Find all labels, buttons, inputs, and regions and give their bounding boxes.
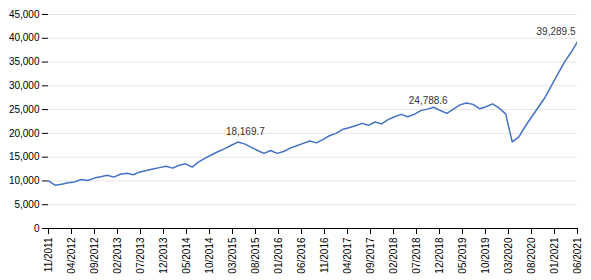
svg-text:40,000: 40,000 <box>9 32 40 43</box>
svg-text:08/2020: 08/2020 <box>526 237 537 274</box>
svg-text:02/2018: 02/2018 <box>388 237 399 274</box>
svg-text:05/2019: 05/2019 <box>457 237 468 274</box>
svg-text:5,000: 5,000 <box>14 199 39 210</box>
svg-text:15,000: 15,000 <box>9 151 40 162</box>
svg-text:0: 0 <box>34 223 40 234</box>
svg-text:09/2017: 09/2017 <box>365 237 376 274</box>
svg-text:02/2013: 02/2013 <box>112 237 123 274</box>
svg-text:10/2019: 10/2019 <box>480 237 491 274</box>
svg-text:01/2021: 01/2021 <box>549 237 560 274</box>
svg-text:07/2018: 07/2018 <box>411 237 422 274</box>
svg-text:12/2013: 12/2013 <box>158 237 169 274</box>
svg-text:01/2016: 01/2016 <box>273 237 284 274</box>
svg-text:11/2016: 11/2016 <box>319 237 330 273</box>
svg-text:25,000: 25,000 <box>9 104 40 115</box>
svg-text:30,000: 30,000 <box>9 80 40 91</box>
svg-text:06/2021: 06/2021 <box>572 237 583 274</box>
svg-text:09/2012: 09/2012 <box>89 237 100 274</box>
svg-text:12/2018: 12/2018 <box>434 237 445 274</box>
svg-text:45,000: 45,000 <box>9 9 40 20</box>
svg-text:08/2015: 08/2015 <box>250 237 261 274</box>
svg-text:35,000: 35,000 <box>9 56 40 67</box>
svg-text:24,788.6: 24,788.6 <box>409 95 448 106</box>
svg-text:04/2017: 04/2017 <box>342 237 353 274</box>
svg-text:10/2014: 10/2014 <box>204 237 215 274</box>
svg-text:06/2016: 06/2016 <box>296 237 307 274</box>
svg-text:18,169.7: 18,169.7 <box>226 126 265 137</box>
svg-text:11/2011: 11/2011 <box>43 237 54 272</box>
svg-text:04/2012: 04/2012 <box>66 237 77 274</box>
svg-text:10,000: 10,000 <box>9 175 40 186</box>
svg-text:20,000: 20,000 <box>9 128 40 139</box>
svg-text:07/2013: 07/2013 <box>135 237 146 274</box>
svg-text:03/2015: 03/2015 <box>227 237 238 274</box>
svg-text:03/2020: 03/2020 <box>503 237 514 274</box>
svg-text:05/2014: 05/2014 <box>181 237 192 274</box>
svg-text:39,289.5: 39,289.5 <box>537 26 576 37</box>
